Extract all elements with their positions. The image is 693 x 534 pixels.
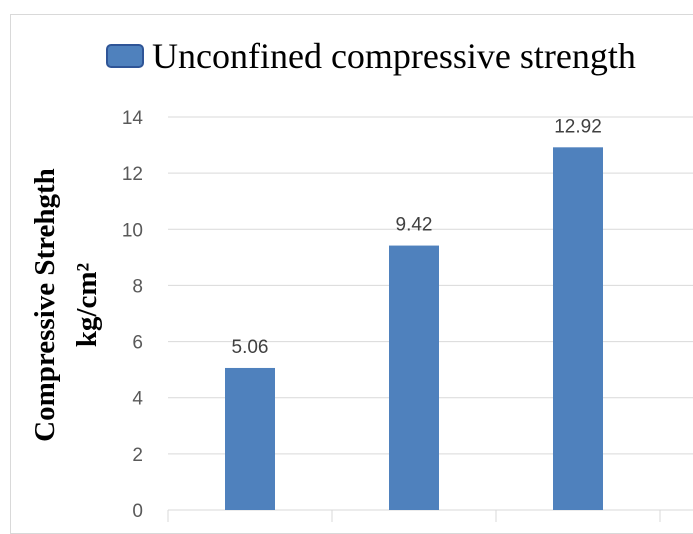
bars xyxy=(225,147,603,510)
data-label: 5.06 xyxy=(232,337,269,358)
y-axis-ticks: 0 2 4 6 8 10 12 14 xyxy=(122,108,144,522)
legend-label: Unconfined compressive strength xyxy=(152,36,636,76)
data-label: 12.92 xyxy=(554,116,602,137)
y-axis-title-line2: kg/cm² xyxy=(71,262,103,347)
y-tick-label: 6 xyxy=(132,333,143,354)
legend-swatch xyxy=(106,44,144,68)
y-tick-label: 0 xyxy=(132,501,143,522)
bar-chart: 0 2 4 6 8 10 12 14 5.06 9.42 12.92 Unconfined com… xyxy=(29,36,693,522)
bar xyxy=(225,367,275,510)
y-tick-label: 4 xyxy=(132,389,143,410)
category-separators xyxy=(167,510,661,522)
y-tick-label: 10 xyxy=(122,220,143,241)
bar xyxy=(389,245,439,510)
y-tick-label: 2 xyxy=(132,445,143,466)
y-axis-title-line1: Compressive Strehgth xyxy=(29,168,61,442)
y-axis-title: Compressive Strehgth kg/cm² xyxy=(29,168,103,442)
data-label: 9.42 xyxy=(396,215,433,236)
legend: Unconfined compressive strength xyxy=(106,36,636,76)
y-tick-label: 12 xyxy=(122,164,143,185)
bar xyxy=(553,147,603,510)
data-labels: 5.06 9.42 12.92 xyxy=(232,116,602,358)
y-tick-label: 14 xyxy=(122,108,144,129)
y-tick-label: 8 xyxy=(132,276,143,297)
